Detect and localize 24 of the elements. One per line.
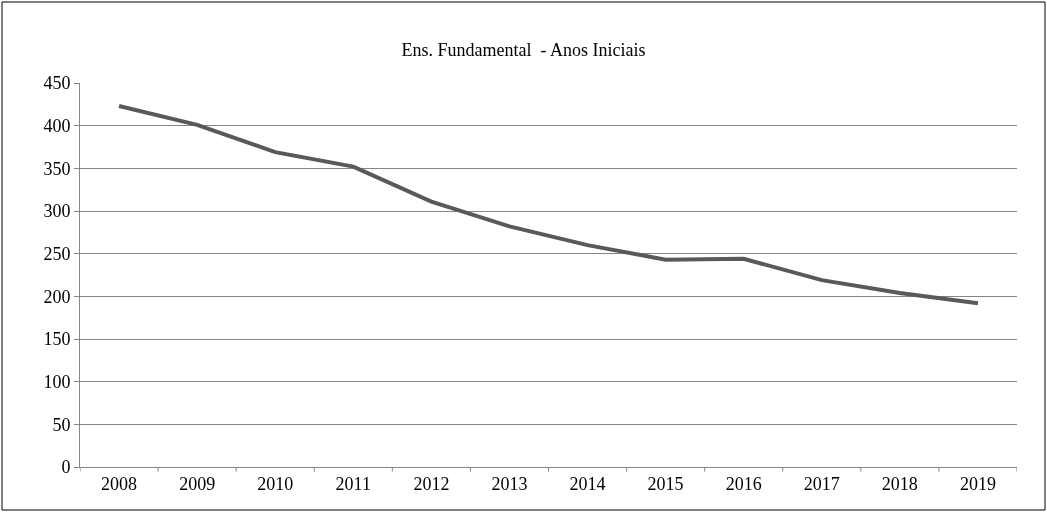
x-tick-label: 2017 — [803, 473, 840, 494]
x-tick-label: 2012 — [413, 473, 450, 494]
x-tick-label: 2019 — [959, 473, 996, 494]
x-tick-label: 2016 — [725, 473, 762, 494]
y-tick-label: 300 — [43, 201, 71, 222]
y-tick-label: 150 — [43, 329, 71, 350]
y-tick-label: 350 — [43, 158, 71, 179]
x-tick-label: 2018 — [881, 473, 918, 494]
x-tick-label: 2011 — [335, 473, 371, 494]
line-series — [117, 104, 980, 306]
y-tick-label: 200 — [43, 286, 71, 307]
y-tick-label: 400 — [43, 115, 71, 136]
y-tick-label: 50 — [52, 414, 71, 435]
y-tick-label: 0 — [61, 457, 71, 478]
chart-title: Ens. Fundamental - Anos Iniciais — [401, 40, 646, 61]
y-tick-label: 100 — [43, 371, 71, 392]
x-tick-label: 2008 — [101, 473, 138, 494]
x-tick-label: 2009 — [179, 473, 216, 494]
y-tick-label: 250 — [43, 243, 71, 264]
x-tick-label: 2015 — [647, 473, 684, 494]
x-tick-label: 2014 — [569, 473, 606, 494]
x-tick-label: 2010 — [257, 473, 294, 494]
x-tick-label: 2013 — [491, 473, 528, 494]
y-tick-label: 450 — [43, 73, 71, 94]
